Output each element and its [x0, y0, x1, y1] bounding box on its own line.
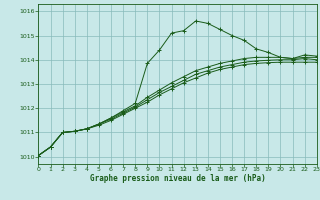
X-axis label: Graphe pression niveau de la mer (hPa): Graphe pression niveau de la mer (hPa): [90, 174, 266, 183]
